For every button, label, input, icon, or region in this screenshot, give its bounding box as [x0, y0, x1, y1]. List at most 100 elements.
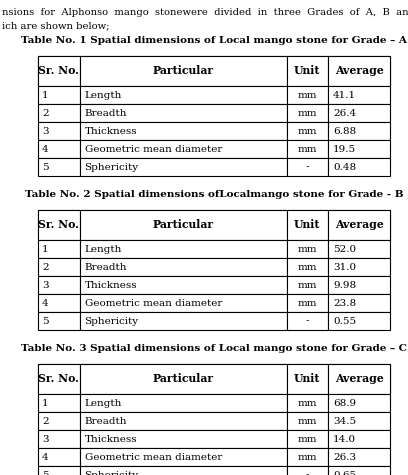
Text: Length: Length: [84, 245, 122, 254]
Bar: [80, 276, 286, 294]
Text: -: -: [306, 162, 309, 171]
Text: mm: mm: [297, 298, 317, 307]
Bar: [286, 312, 328, 330]
Bar: [38, 56, 390, 86]
Bar: [38, 312, 80, 330]
Text: Sphericity: Sphericity: [84, 162, 139, 171]
Text: 4: 4: [42, 453, 49, 462]
Text: Thickness: Thickness: [84, 126, 137, 135]
Bar: [38, 158, 80, 176]
Text: 41.1: 41.1: [333, 91, 356, 99]
Bar: [286, 294, 328, 312]
Bar: [80, 158, 286, 176]
Text: 2: 2: [42, 108, 49, 117]
Text: nsions  for  Alphonso  mango  stonewere  divided  in  three  Grades  of  A,  B  : nsions for Alphonso mango stonewere divi…: [2, 8, 408, 17]
Text: Sr. No.: Sr. No.: [38, 66, 79, 76]
Bar: [38, 140, 80, 158]
Bar: [80, 312, 286, 330]
Bar: [286, 210, 328, 240]
Text: -: -: [306, 316, 309, 325]
Text: 26.3: 26.3: [333, 453, 356, 462]
Text: Breadth: Breadth: [84, 263, 127, 272]
Bar: [80, 430, 286, 448]
Bar: [286, 276, 328, 294]
Bar: [38, 210, 80, 240]
Bar: [38, 430, 80, 448]
Bar: [80, 294, 286, 312]
Bar: [328, 140, 390, 158]
Text: 9.98: 9.98: [333, 281, 356, 289]
Bar: [328, 56, 390, 86]
Text: Average: Average: [335, 373, 384, 384]
Bar: [286, 448, 328, 466]
Text: Breadth: Breadth: [84, 417, 127, 426]
Bar: [80, 412, 286, 430]
Bar: [328, 158, 390, 176]
Text: mm: mm: [297, 245, 317, 254]
Bar: [38, 466, 80, 475]
Text: 14.0: 14.0: [333, 435, 356, 444]
Text: Average: Average: [335, 219, 384, 230]
Bar: [328, 104, 390, 122]
Bar: [286, 466, 328, 475]
Bar: [328, 466, 390, 475]
Bar: [80, 104, 286, 122]
Text: Average: Average: [335, 66, 384, 76]
Bar: [38, 210, 390, 240]
Bar: [328, 258, 390, 276]
Bar: [38, 412, 80, 430]
Text: Sphericity: Sphericity: [84, 471, 139, 475]
Text: 5: 5: [42, 316, 49, 325]
Text: 3: 3: [42, 281, 49, 289]
Bar: [328, 86, 390, 104]
Text: 2: 2: [42, 417, 49, 426]
Bar: [286, 258, 328, 276]
Text: mm: mm: [297, 91, 317, 99]
Bar: [328, 122, 390, 140]
Text: Length: Length: [84, 399, 122, 408]
Text: Geometric mean diameter: Geometric mean diameter: [84, 298, 222, 307]
Text: Table No. 2 Spatial dimensions ofLocalmango stone for Grade - B: Table No. 2 Spatial dimensions ofLocalma…: [25, 190, 404, 199]
Bar: [328, 412, 390, 430]
Text: -: -: [306, 471, 309, 475]
Text: 5: 5: [42, 162, 49, 171]
Text: 0.48: 0.48: [333, 162, 356, 171]
Text: Unit: Unit: [294, 219, 321, 230]
Bar: [38, 104, 80, 122]
Bar: [38, 364, 390, 394]
Text: 5: 5: [42, 471, 49, 475]
Text: Unit: Unit: [294, 66, 321, 76]
Text: 4: 4: [42, 298, 49, 307]
Bar: [80, 364, 286, 394]
Text: Sphericity: Sphericity: [84, 316, 139, 325]
Bar: [286, 104, 328, 122]
Bar: [286, 122, 328, 140]
Text: 3: 3: [42, 435, 49, 444]
Text: Sr. No.: Sr. No.: [38, 373, 79, 384]
Text: ich are shown below;: ich are shown below;: [2, 21, 109, 30]
Text: mm: mm: [297, 435, 317, 444]
Text: mm: mm: [297, 399, 317, 408]
Bar: [38, 364, 80, 394]
Bar: [328, 294, 390, 312]
Bar: [286, 56, 328, 86]
Text: Sr. No.: Sr. No.: [38, 219, 79, 230]
Bar: [286, 394, 328, 412]
Bar: [328, 430, 390, 448]
Bar: [80, 466, 286, 475]
Bar: [286, 140, 328, 158]
Text: Particular: Particular: [153, 219, 213, 230]
Text: Particular: Particular: [153, 66, 213, 76]
Bar: [80, 258, 286, 276]
Text: 52.0: 52.0: [333, 245, 356, 254]
Bar: [286, 364, 328, 394]
Text: Particular: Particular: [153, 373, 213, 384]
Bar: [286, 240, 328, 258]
Bar: [80, 122, 286, 140]
Text: Thickness: Thickness: [84, 435, 137, 444]
Bar: [38, 276, 80, 294]
Text: 19.5: 19.5: [333, 144, 356, 153]
Text: mm: mm: [297, 108, 317, 117]
Text: Table No. 1 Spatial dimensions of Local mango stone for Grade – A: Table No. 1 Spatial dimensions of Local …: [21, 36, 407, 45]
Bar: [328, 394, 390, 412]
